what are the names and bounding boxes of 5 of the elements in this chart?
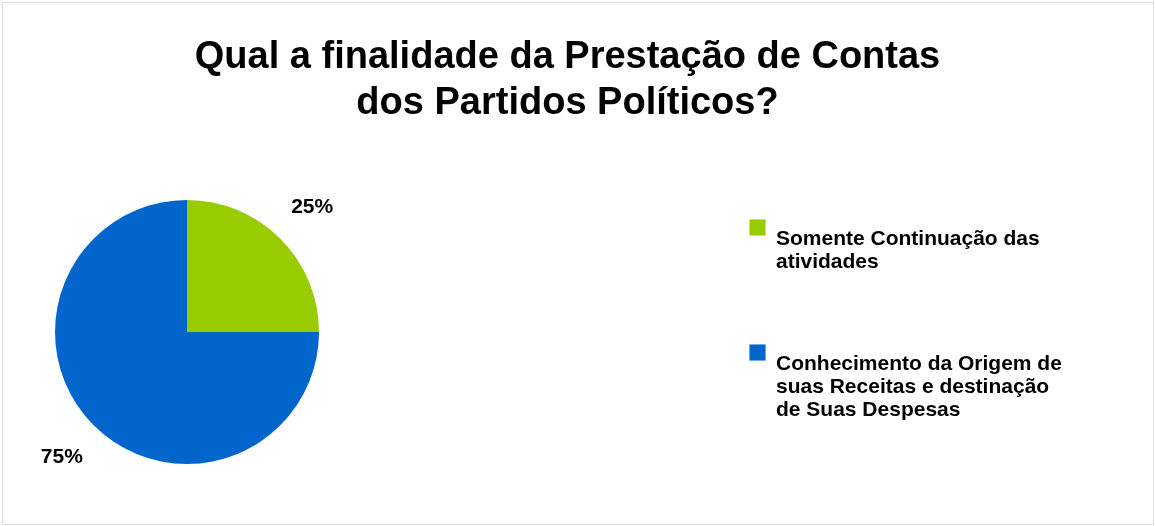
chart-title: Qual a finalidade da Prestação de Contas dos Partidos Políticos? <box>194 34 941 122</box>
legend-label: Conhecimento da Origem de suas Receitas e destinação de Suas Despesas <box>776 350 1062 420</box>
data-label: 75% <box>40 444 84 468</box>
data-label: 25% <box>291 193 334 217</box>
legend-label: Somente Continuação das atividades <box>776 225 1040 272</box>
